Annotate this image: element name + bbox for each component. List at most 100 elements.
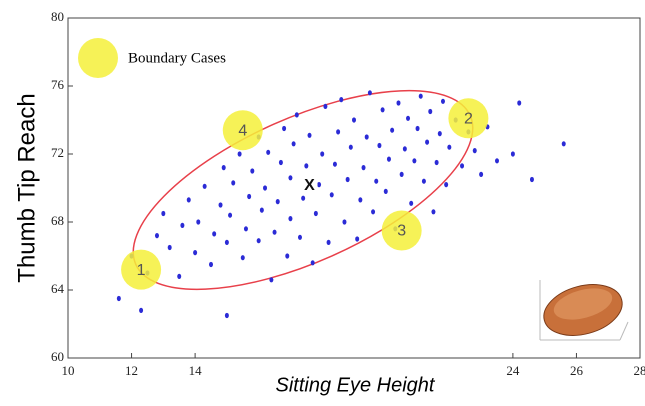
point: [355, 236, 360, 242]
point: [266, 149, 271, 155]
point: [437, 131, 442, 137]
boundary-case: [222, 110, 263, 151]
boundary-case-label: 3: [397, 223, 406, 240]
y-tick-label: 76: [51, 77, 65, 92]
point: [440, 98, 445, 104]
point: [561, 141, 566, 147]
point: [116, 295, 121, 302]
point: [297, 234, 302, 240]
point: [332, 161, 337, 167]
point: [161, 210, 166, 217]
point: [186, 197, 191, 203]
point: [240, 255, 245, 261]
point: [247, 193, 252, 200]
point: [390, 127, 395, 133]
y-tick-label: 80: [51, 9, 64, 24]
point: [418, 93, 423, 99]
ellipsoid-inset: [530, 272, 630, 352]
point: [415, 125, 420, 132]
point: [317, 182, 322, 188]
center-bg: [301, 175, 318, 194]
legend-label: Boundary Cases: [128, 50, 226, 66]
point: [320, 151, 325, 157]
point: [263, 185, 268, 191]
point: [231, 180, 236, 186]
legend-swatch: [78, 38, 118, 78]
x-axis-label: Sitting Eye Height: [276, 374, 436, 396]
point: [409, 200, 414, 206]
point: [342, 219, 347, 225]
point: [399, 171, 404, 177]
point: [250, 168, 255, 174]
boundary-case: [121, 249, 162, 290]
boundary-case-label: 2: [464, 111, 473, 128]
center-mark: X: [304, 177, 315, 194]
point: [406, 115, 411, 121]
point: [517, 100, 522, 106]
boundary-case-label: 1: [137, 262, 146, 279]
x-tick-label: 24: [506, 363, 520, 378]
boundary-case: [448, 98, 489, 139]
point: [294, 112, 299, 118]
point: [180, 222, 185, 228]
point: [139, 307, 144, 313]
point: [154, 233, 159, 239]
point: [323, 103, 328, 109]
point: [282, 125, 287, 132]
point: [326, 239, 331, 245]
inset-axis: [619, 321, 629, 341]
point: [425, 139, 430, 145]
point: [529, 176, 534, 183]
point: [304, 163, 309, 169]
point: [412, 158, 417, 164]
point: [278, 159, 283, 166]
point: [224, 239, 229, 245]
point: [380, 107, 385, 113]
y-tick-label: 64: [51, 281, 65, 296]
point: [329, 192, 334, 198]
point: [510, 151, 515, 157]
point: [345, 176, 350, 183]
plot-frame: [67, 17, 641, 359]
point: [243, 226, 248, 232]
x-tick-label: 10: [62, 363, 75, 378]
point: [288, 216, 293, 222]
point: [460, 163, 465, 169]
point: [352, 117, 356, 123]
point: [479, 171, 484, 177]
point: [364, 134, 369, 140]
point: [431, 209, 436, 215]
point: [259, 207, 264, 213]
point: [383, 188, 388, 194]
point: [209, 261, 213, 268]
x-tick-label: 28: [634, 363, 645, 378]
point: [221, 165, 226, 171]
point: [434, 159, 439, 166]
point: [402, 146, 407, 152]
point: [269, 277, 274, 283]
x-tick-label: 26: [570, 363, 584, 378]
confidence-ellipse-group: [116, 89, 566, 319]
point: [177, 273, 182, 279]
point: [212, 231, 217, 237]
point: [224, 312, 229, 319]
x-tick-label: 12: [125, 363, 138, 378]
point: [196, 219, 201, 225]
point: [313, 210, 318, 217]
point: [339, 97, 344, 103]
point: [386, 156, 391, 162]
point: [228, 212, 233, 218]
point: [421, 178, 426, 184]
point: [288, 175, 293, 181]
boundary-case-label: 4: [238, 122, 247, 139]
boundary-case: [381, 210, 422, 251]
point: [444, 182, 449, 188]
point: [275, 199, 280, 205]
point: [202, 183, 207, 189]
point: [495, 158, 499, 164]
y-tick-label: 60: [51, 349, 64, 364]
point: [428, 108, 433, 115]
point: [447, 144, 452, 150]
point: [301, 195, 306, 201]
